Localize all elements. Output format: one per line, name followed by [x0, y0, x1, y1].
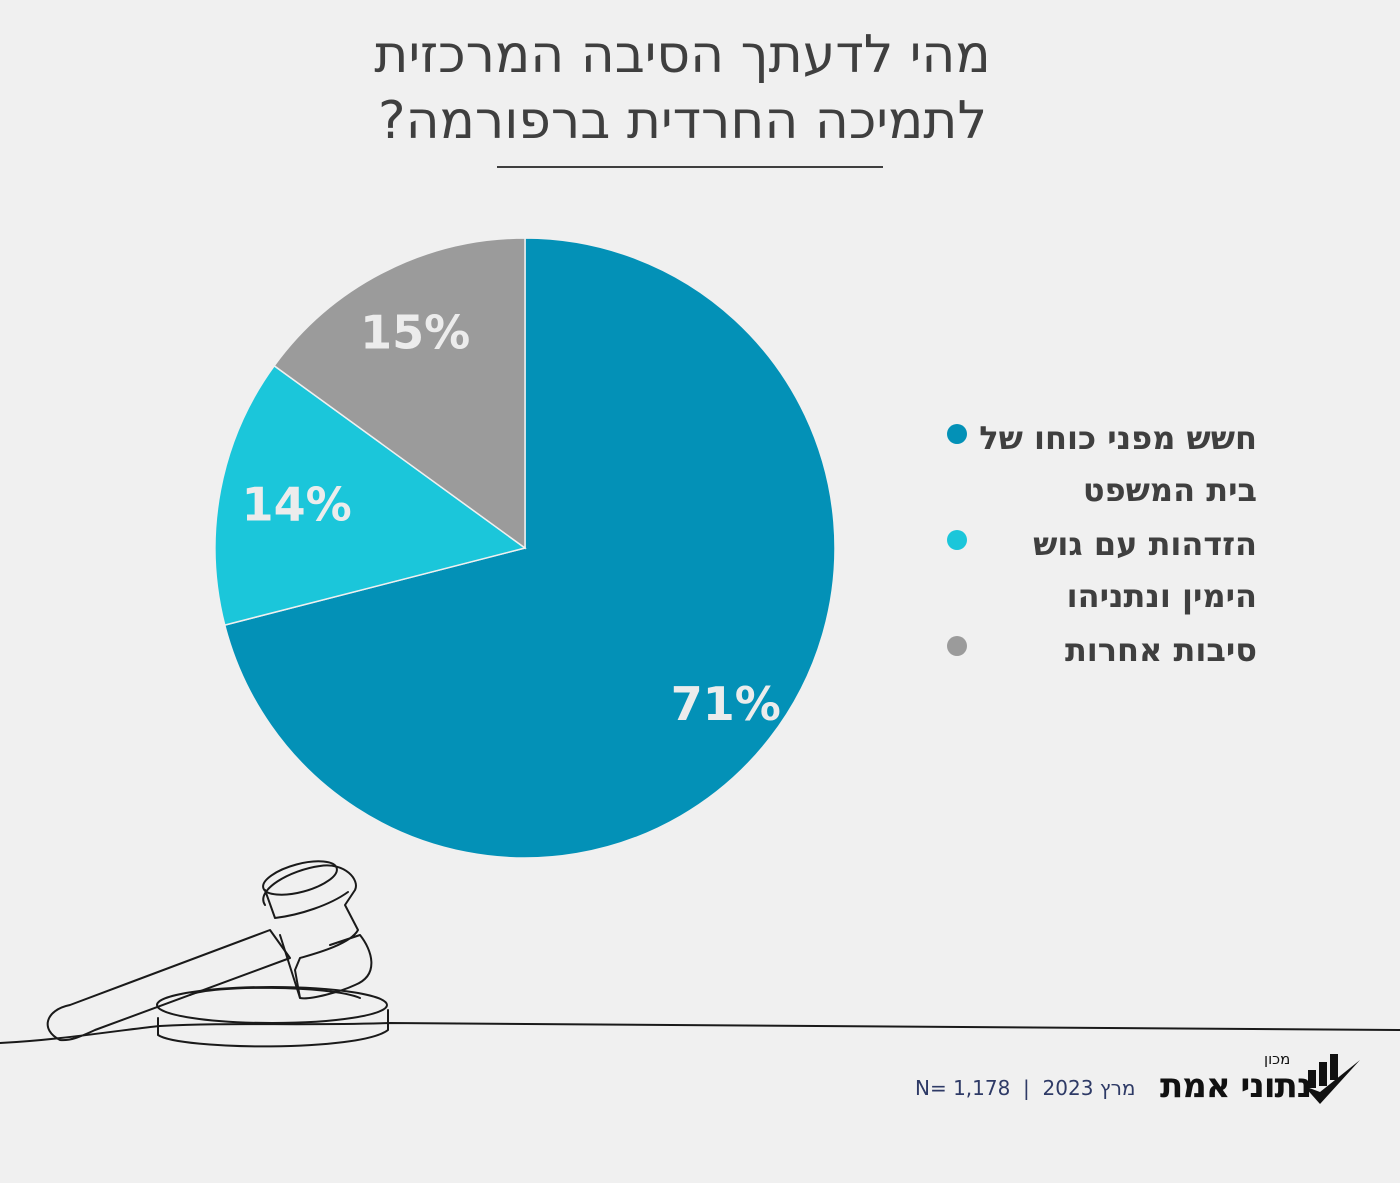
legend-dot-icon — [947, 530, 967, 550]
legend-dot-icon — [947, 424, 967, 444]
gavel-handle — [46, 929, 291, 1042]
gavel-head — [262, 864, 373, 1000]
gavel-base-top — [156, 986, 388, 1024]
pie-slice — [273, 237, 526, 550]
legend-item: חשש מפני כוחו של בית המשפט — [945, 419, 1275, 516]
gavel-base-side — [157, 1009, 389, 1048]
legend: חשש מפני כוחו של בית המשפט הזדהות עם גוש… — [945, 419, 1275, 686]
title-line-2: לתמיכה החרדית ברפורמה? — [378, 91, 987, 151]
survey-date: מרץ 2023 — [1042, 1076, 1136, 1100]
data-label: 15% — [360, 306, 470, 360]
title-underline — [497, 166, 883, 168]
logo: מכון נתוני אמת — [1160, 1048, 1360, 1108]
logo-main-text: נתוני אמת — [1160, 1066, 1312, 1106]
logo-check-icon — [1304, 1054, 1360, 1104]
legend-item: סיבות אחרות — [945, 631, 1275, 676]
data-label: 71% — [671, 677, 781, 731]
data-label: 14% — [242, 477, 352, 531]
logo-small-text: מכון — [1264, 1050, 1291, 1068]
pie-slice — [223, 237, 836, 859]
footer-separator: | — [1016, 1076, 1037, 1100]
legend-label: הזדהות עם גוש הימין ונתניהו — [1033, 525, 1257, 615]
chart-title: מהי לדעתך הסיבה המרכזית לתמיכה החרדית בר… — [0, 22, 1365, 154]
legend-label: חשש מפני כוחו של בית המשפט — [979, 419, 1257, 509]
gavel-illustration — [0, 860, 1400, 1048]
pie-slice — [214, 364, 527, 627]
footer-source: N= 1,178 | מרץ 2023 — [915, 1076, 1135, 1100]
legend-dot-icon — [947, 636, 967, 656]
legend-item: הזדהות עם גוש הימין ונתניהו — [945, 525, 1275, 622]
ground-line — [0, 1022, 1400, 1044]
title-line-1: מהי לדעתך הסיבה המרכזית — [374, 25, 991, 85]
legend-label: סיבות אחרות — [1064, 631, 1257, 669]
sample-size: N= 1,178 — [915, 1076, 1011, 1100]
